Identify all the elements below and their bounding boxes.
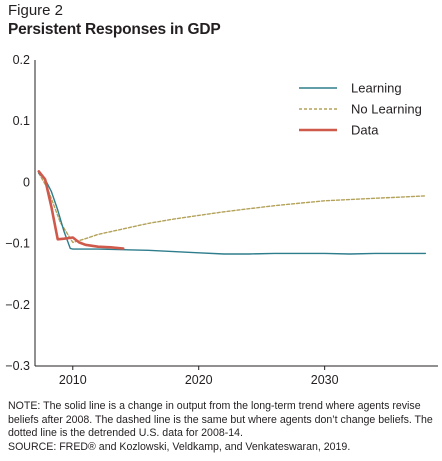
figure-note: NOTE: The solid line is a change in outp… bbox=[8, 400, 438, 454]
figure-label: Figure 2 bbox=[8, 2, 64, 19]
chart-title: Persistent Responses in GDP bbox=[8, 21, 221, 38]
legend-label: No Learning bbox=[351, 102, 422, 117]
x-tick-labels: 2010 2020 2030 bbox=[59, 366, 339, 387]
x-tick-label: 2020 bbox=[185, 373, 213, 387]
series-lines bbox=[37, 170, 427, 255]
legend-label: Data bbox=[351, 123, 379, 138]
y-tick-label: −0.3 bbox=[5, 359, 30, 373]
y-tick-labels: 0.2 0.1 0 −0.1 −0.2 −0.3 bbox=[5, 53, 30, 373]
y-tick-label: 0.2 bbox=[13, 53, 30, 67]
y-tick-label: −0.1 bbox=[5, 237, 30, 251]
source-text: SOURCE: FRED® and Kozlowski, Veldkamp, a… bbox=[8, 440, 351, 453]
y-tick-label: 0.1 bbox=[13, 114, 30, 128]
line-chart: 0.2 0.1 0 −0.1 −0.2 −0.3 2010 2020 2030 Learnin… bbox=[5, 53, 438, 387]
series-line-data bbox=[37, 170, 125, 250]
series-line-no-learning bbox=[38, 172, 427, 244]
note-text: NOTE: The solid line is a change in outp… bbox=[8, 400, 433, 439]
legend-label: Learning bbox=[351, 81, 402, 96]
series-line-learning bbox=[38, 172, 427, 255]
x-tick-label: 2010 bbox=[59, 373, 87, 387]
legend: Learning No Learning Data bbox=[299, 81, 422, 138]
y-tick-label: −0.2 bbox=[5, 298, 30, 312]
y-tick-label: 0 bbox=[23, 175, 30, 189]
x-tick-label: 2030 bbox=[311, 373, 339, 387]
